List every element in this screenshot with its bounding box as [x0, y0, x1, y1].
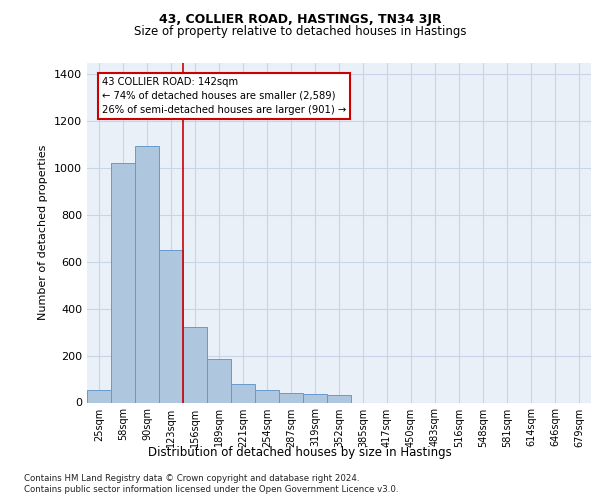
Bar [327, 396, 351, 402]
Bar [255, 390, 279, 402]
Y-axis label: Number of detached properties: Number of detached properties [38, 145, 49, 320]
Text: 43, COLLIER ROAD, HASTINGS, TN34 3JR: 43, COLLIER ROAD, HASTINGS, TN34 3JR [158, 12, 442, 26]
Text: Contains HM Land Registry data © Crown copyright and database right 2024.: Contains HM Land Registry data © Crown c… [24, 474, 359, 483]
Bar [111, 164, 135, 402]
Text: Contains public sector information licensed under the Open Government Licence v3: Contains public sector information licen… [24, 485, 398, 494]
Bar [159, 250, 183, 402]
Bar [231, 384, 255, 402]
Bar [135, 146, 159, 402]
Bar [183, 328, 207, 402]
Bar [279, 393, 303, 402]
Text: Distribution of detached houses by size in Hastings: Distribution of detached houses by size … [148, 446, 452, 459]
Bar [303, 394, 327, 402]
Bar [207, 359, 231, 403]
Text: 43 COLLIER ROAD: 142sqm
← 74% of detached houses are smaller (2,589)
26% of semi: 43 COLLIER ROAD: 142sqm ← 74% of detache… [102, 76, 346, 114]
Text: Size of property relative to detached houses in Hastings: Size of property relative to detached ho… [134, 25, 466, 38]
Bar [87, 390, 111, 402]
